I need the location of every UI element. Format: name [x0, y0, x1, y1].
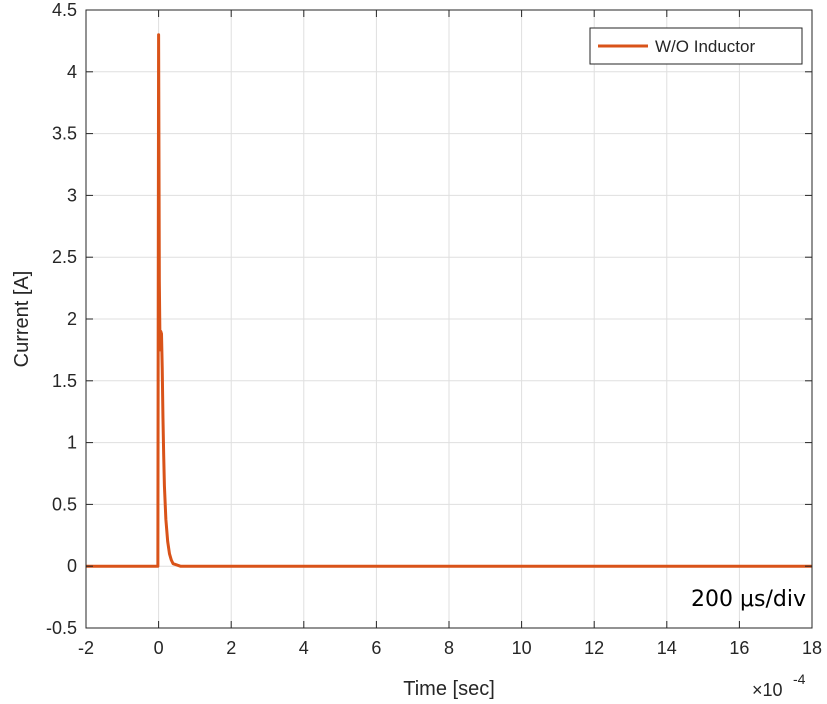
y-tick-label: 2 [67, 309, 77, 329]
x-tick-labels: -2 0 2 4 6 8 10 12 14 16 18 [78, 638, 822, 658]
y-tick-label: 2.5 [52, 247, 77, 267]
y-tick-label: 1.5 [52, 371, 77, 391]
x-tick-label: 18 [802, 638, 822, 658]
x-tick-label: 4 [299, 638, 309, 658]
y-axis-label: Current [A] [11, 271, 33, 368]
time-scale-annotation: 200 μs/div [691, 587, 806, 612]
x-tick-label: 2 [226, 638, 236, 658]
x-tick-label: 12 [584, 638, 604, 658]
y-tick-label: 4 [67, 62, 77, 82]
y-tick-label: 1 [67, 433, 77, 453]
x-tick-label: 16 [729, 638, 749, 658]
series-layer [86, 33, 812, 568]
x-tick-label: 6 [371, 638, 381, 658]
x-tick-label: 8 [444, 638, 454, 658]
x-tick-label: -2 [78, 638, 94, 658]
x-exponent-base: ×10 [752, 680, 783, 699]
x-tick-label: 14 [657, 638, 677, 658]
y-tick-label: 3 [67, 185, 77, 205]
y-tick-label: 0 [67, 556, 77, 576]
y-tick-labels: -0.5 0 0.5 1 1.5 2 2.5 3 3.5 4 4.5 [46, 0, 77, 638]
tick-marks [85, 9, 813, 629]
y-tick-label: 4.5 [52, 0, 77, 20]
x-exponent-power: -4 [793, 671, 806, 687]
legend: W/O Inductor [589, 27, 803, 65]
series-line [86, 33, 812, 568]
x-axis-exponent: ×10 -4 [752, 671, 806, 700]
y-tick-label: 0.5 [52, 494, 77, 514]
x-tick-label: 0 [154, 638, 164, 658]
x-tick-label: 10 [512, 638, 532, 658]
legend-entry-label: W/O Inductor [655, 37, 755, 56]
y-tick-label: 3.5 [52, 124, 77, 144]
y-tick-label: -0.5 [46, 618, 77, 638]
x-axis-label: Time [sec] [403, 678, 495, 699]
